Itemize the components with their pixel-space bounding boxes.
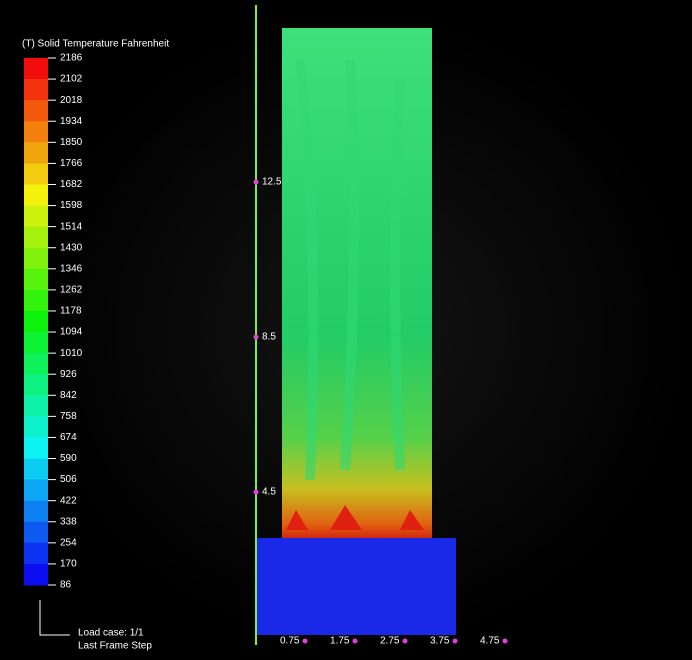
colorbar-swatch <box>24 353 48 375</box>
colorbar-swatch <box>24 501 48 523</box>
colorbar-label: 1766 <box>60 158 83 169</box>
colorbar-label: 1514 <box>60 221 83 232</box>
colorbar-swatch <box>24 100 48 122</box>
colorbar-swatch <box>24 416 48 438</box>
colorbar-swatch <box>24 142 48 164</box>
colorbar-label: 338 <box>60 516 77 527</box>
axis-marker <box>254 490 259 495</box>
colorbar-label: 1346 <box>60 263 83 274</box>
axis-label: 2.75 <box>380 636 400 647</box>
colorbar-label: 674 <box>60 432 77 443</box>
axis-label: 1.75 <box>330 636 350 647</box>
axis-label: 8.5 <box>262 332 276 343</box>
colorbar-label: 1682 <box>60 179 83 190</box>
colorbar-swatch <box>24 332 48 354</box>
colorbar-label: 422 <box>60 495 77 506</box>
legend-title: (T) Solid Temperature Fahrenheit <box>22 39 169 50</box>
colorbar-label: 254 <box>60 537 77 548</box>
axis-marker <box>303 639 308 644</box>
colorbar-label: 1178 <box>60 306 82 317</box>
axis-label: 4.75 <box>480 636 500 647</box>
colorbar-label: 1094 <box>60 327 83 338</box>
axis-label: 12.5 <box>262 177 282 188</box>
screen: (T) Solid Temperature Fahrenheit Load ca… <box>0 0 692 660</box>
colorbar-swatch <box>24 459 48 481</box>
colorbar-swatch <box>24 522 48 544</box>
base-block <box>256 538 456 635</box>
colorbar-swatch <box>24 184 48 206</box>
colorbar-label: 590 <box>60 453 77 464</box>
status-line: Last Frame Step <box>78 641 152 652</box>
colorbar-swatch <box>24 480 48 502</box>
colorbar-swatch <box>24 543 48 565</box>
colorbar-swatch <box>24 269 48 291</box>
colorbar-swatch <box>24 248 48 270</box>
colorbar-swatch <box>24 227 48 249</box>
colorbar-swatch <box>24 564 48 586</box>
colorbar-label: 2186 <box>60 53 83 64</box>
colorbar-label: 926 <box>60 369 77 380</box>
colorbar-label: 506 <box>60 474 77 485</box>
colorbar-swatch <box>24 79 48 101</box>
colorbar-label: 1010 <box>60 348 83 359</box>
axis-marker <box>254 180 259 185</box>
colorbar-swatch <box>24 374 48 396</box>
axis-marker <box>503 639 508 644</box>
colorbar-swatch <box>24 395 48 417</box>
axis-label: 0.75 <box>280 636 300 647</box>
colorbar-swatch <box>24 311 48 333</box>
colorbar-label: 1598 <box>60 200 83 211</box>
colorbar-label: 2102 <box>60 74 83 85</box>
axis-label: 3.75 <box>430 636 450 647</box>
axis-marker <box>254 335 259 340</box>
colorbar-label: 842 <box>60 390 77 401</box>
colorbar-label: 86 <box>60 580 72 591</box>
colorbar-swatch <box>24 58 48 80</box>
colorbar-label: 1850 <box>60 137 83 148</box>
colorbar-swatch <box>24 163 48 185</box>
axis-marker <box>453 639 458 644</box>
axis-label: 4.5 <box>262 487 276 498</box>
colorbar-label: 1934 <box>60 116 83 127</box>
colorbar-swatch <box>24 206 48 228</box>
colorbar-label: 1262 <box>60 285 83 296</box>
status-line: Load case: 1/1 <box>78 628 144 639</box>
colorbar-swatch <box>24 290 48 312</box>
axis-marker <box>403 639 408 644</box>
colorbar-label: 2018 <box>60 95 83 106</box>
colorbar-label: 170 <box>60 559 77 570</box>
colorbar-label: 758 <box>60 411 77 422</box>
colorbar-label: 1430 <box>60 242 83 253</box>
colorbar-swatch <box>24 437 48 459</box>
axis-marker <box>353 639 358 644</box>
colorbar-swatch <box>24 121 48 143</box>
